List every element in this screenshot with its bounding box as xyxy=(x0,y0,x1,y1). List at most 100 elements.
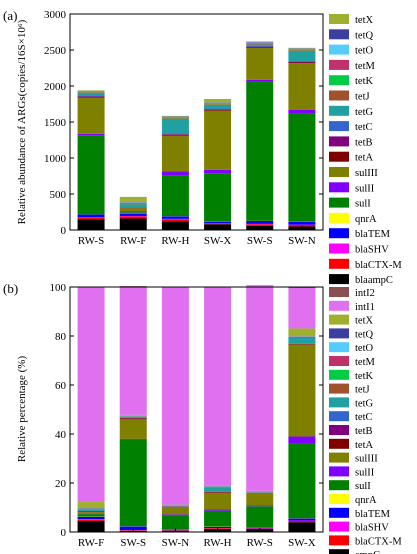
x-tick-label: RW-S xyxy=(247,537,273,549)
bar-segment-tetx xyxy=(288,47,316,49)
legend-swatch-tetg xyxy=(329,397,349,408)
legend-swatch-tetk xyxy=(329,369,349,380)
panel-label: (b) xyxy=(3,281,18,296)
bar-segment-suli xyxy=(246,506,274,528)
legend-swatch-inti2 xyxy=(329,287,349,297)
legend-swatch-tetj xyxy=(329,383,349,394)
legend-label-suliii: sulIII xyxy=(355,168,378,179)
plot-frame xyxy=(69,286,324,533)
y-tick-label: 60 xyxy=(55,380,67,392)
bar-segment-suli xyxy=(161,175,189,217)
bar-segment-suliii xyxy=(288,63,316,110)
y-tick-label: 3000 xyxy=(44,9,67,21)
bar-stack-sw-n xyxy=(161,286,189,532)
bar-segment-tetb xyxy=(77,96,105,98)
legend-label-blatem: blaTEM xyxy=(355,509,391,520)
legend-swatch-tetq xyxy=(329,29,349,40)
legend: tetX tetQ tetO tetM tetK tetJ tetG tetC tetB tetA… xyxy=(329,14,402,286)
bar-segment-suliii xyxy=(77,97,105,134)
bar-segment-inti1 xyxy=(161,286,189,505)
bar-segment-tetx xyxy=(246,41,274,42)
bar-segment-teta xyxy=(119,418,147,420)
bar-segment-tetm xyxy=(246,42,274,44)
bar-segment-sulii xyxy=(161,514,189,516)
bar-segment-tetg xyxy=(288,337,316,344)
bar-segment-tetc xyxy=(288,61,316,62)
bar-stack-sw-s xyxy=(119,286,147,532)
bar-segment-blactx-m xyxy=(119,216,147,219)
bar-segment-tetc xyxy=(246,45,274,47)
bar-segment-inti2 xyxy=(288,287,316,288)
legend-label-blaampc: blaampC xyxy=(355,275,393,286)
legend-label-tetq: tetQ xyxy=(355,329,373,340)
bar-segment-suliii xyxy=(288,344,316,437)
legend-swatch-ampc xyxy=(329,549,349,554)
bar-segment-sulii xyxy=(119,438,147,440)
bar-segment-suli xyxy=(204,510,232,527)
y-tick-label: 500 xyxy=(50,189,67,201)
bar-segment-tetm xyxy=(119,202,147,204)
bar-segment-sulii xyxy=(161,171,189,176)
legend-label-blashv: blaSHV xyxy=(355,245,389,256)
bar-segment-ampc xyxy=(288,522,316,532)
bar-segment-sulii xyxy=(246,505,274,507)
bar-segment-tetx xyxy=(204,98,232,103)
bar-segment-sulii xyxy=(204,509,232,511)
legend-swatch-suliii xyxy=(329,167,349,177)
bar-segment-blactx-m xyxy=(288,520,316,523)
x-tick-label: SW-X xyxy=(288,537,316,549)
legend-swatch-qnra xyxy=(329,494,349,504)
bar-segment-suli xyxy=(119,439,147,527)
bar-segment-teta xyxy=(204,109,232,111)
bar-segment-blatem xyxy=(161,216,189,219)
legend-swatch-suli xyxy=(329,480,349,491)
bar-segment-tetx xyxy=(161,115,189,117)
bar-segment-suli xyxy=(288,443,316,519)
bar-segment-blactx-m xyxy=(288,224,316,227)
bar-segment-suli xyxy=(246,81,274,221)
bar-segment-tetj xyxy=(204,104,232,105)
legend-swatch-blaampc xyxy=(329,274,349,285)
bar-segment-tetx xyxy=(77,90,105,91)
bar-stack-sw-x xyxy=(204,98,232,230)
bar-stack-sw-s xyxy=(246,41,274,230)
legend-label-tetj: tetJ xyxy=(355,385,370,396)
bar-segment-blatem xyxy=(288,518,316,521)
bar-segment-tetc xyxy=(77,95,105,97)
bar-segment-suli xyxy=(77,135,105,215)
legend-swatch-inti1 xyxy=(329,300,349,311)
legend-label-suliii: sulIII xyxy=(355,454,378,465)
bar-segment-tetj xyxy=(77,92,105,94)
bar-segment-suli xyxy=(204,173,232,222)
legend-label-tetq: tetQ xyxy=(355,30,373,41)
bar-segment-blatem xyxy=(77,214,105,218)
legend-label-qnra: qnrA xyxy=(355,495,377,506)
bar-segment-blactx-m xyxy=(77,217,105,220)
x-tick-label: SW-S xyxy=(120,537,146,549)
bar-segment-inti1 xyxy=(288,287,316,329)
panel-label: (a) xyxy=(3,8,17,23)
x-tick-label: RW-H xyxy=(161,235,189,247)
bar-segment-suliii xyxy=(204,492,232,510)
legend-swatch-tetb xyxy=(329,136,349,147)
legend-swatch-blactx-m xyxy=(329,535,349,546)
legend-label-tetk: tetK xyxy=(355,76,373,87)
legend-swatch-tetq xyxy=(329,328,349,339)
legend-label-inti1: intI1 xyxy=(355,302,375,313)
legend-label-tetm: tetM xyxy=(355,61,375,72)
bar-segment-blaampc xyxy=(161,221,189,230)
y-tick-label: 1000 xyxy=(44,153,67,165)
bar-stack-rw-s xyxy=(246,285,274,532)
bar-segment-tetg xyxy=(161,118,189,134)
legend-swatch-blashv xyxy=(329,521,349,532)
x-tick-label: SW-X xyxy=(204,235,232,247)
legend-swatch-tetk xyxy=(329,75,349,86)
legend-label-tetc: tetC xyxy=(355,122,373,133)
bar-segment-teta xyxy=(161,134,189,136)
bar-stack-rw-f xyxy=(77,287,105,532)
bar-segment-tetg xyxy=(77,93,105,96)
bar-segment-tetj xyxy=(288,50,316,51)
legend-swatch-sulii xyxy=(329,182,349,193)
bar-stack-rw-h xyxy=(204,286,232,532)
bar-segment-tetm xyxy=(204,103,232,104)
